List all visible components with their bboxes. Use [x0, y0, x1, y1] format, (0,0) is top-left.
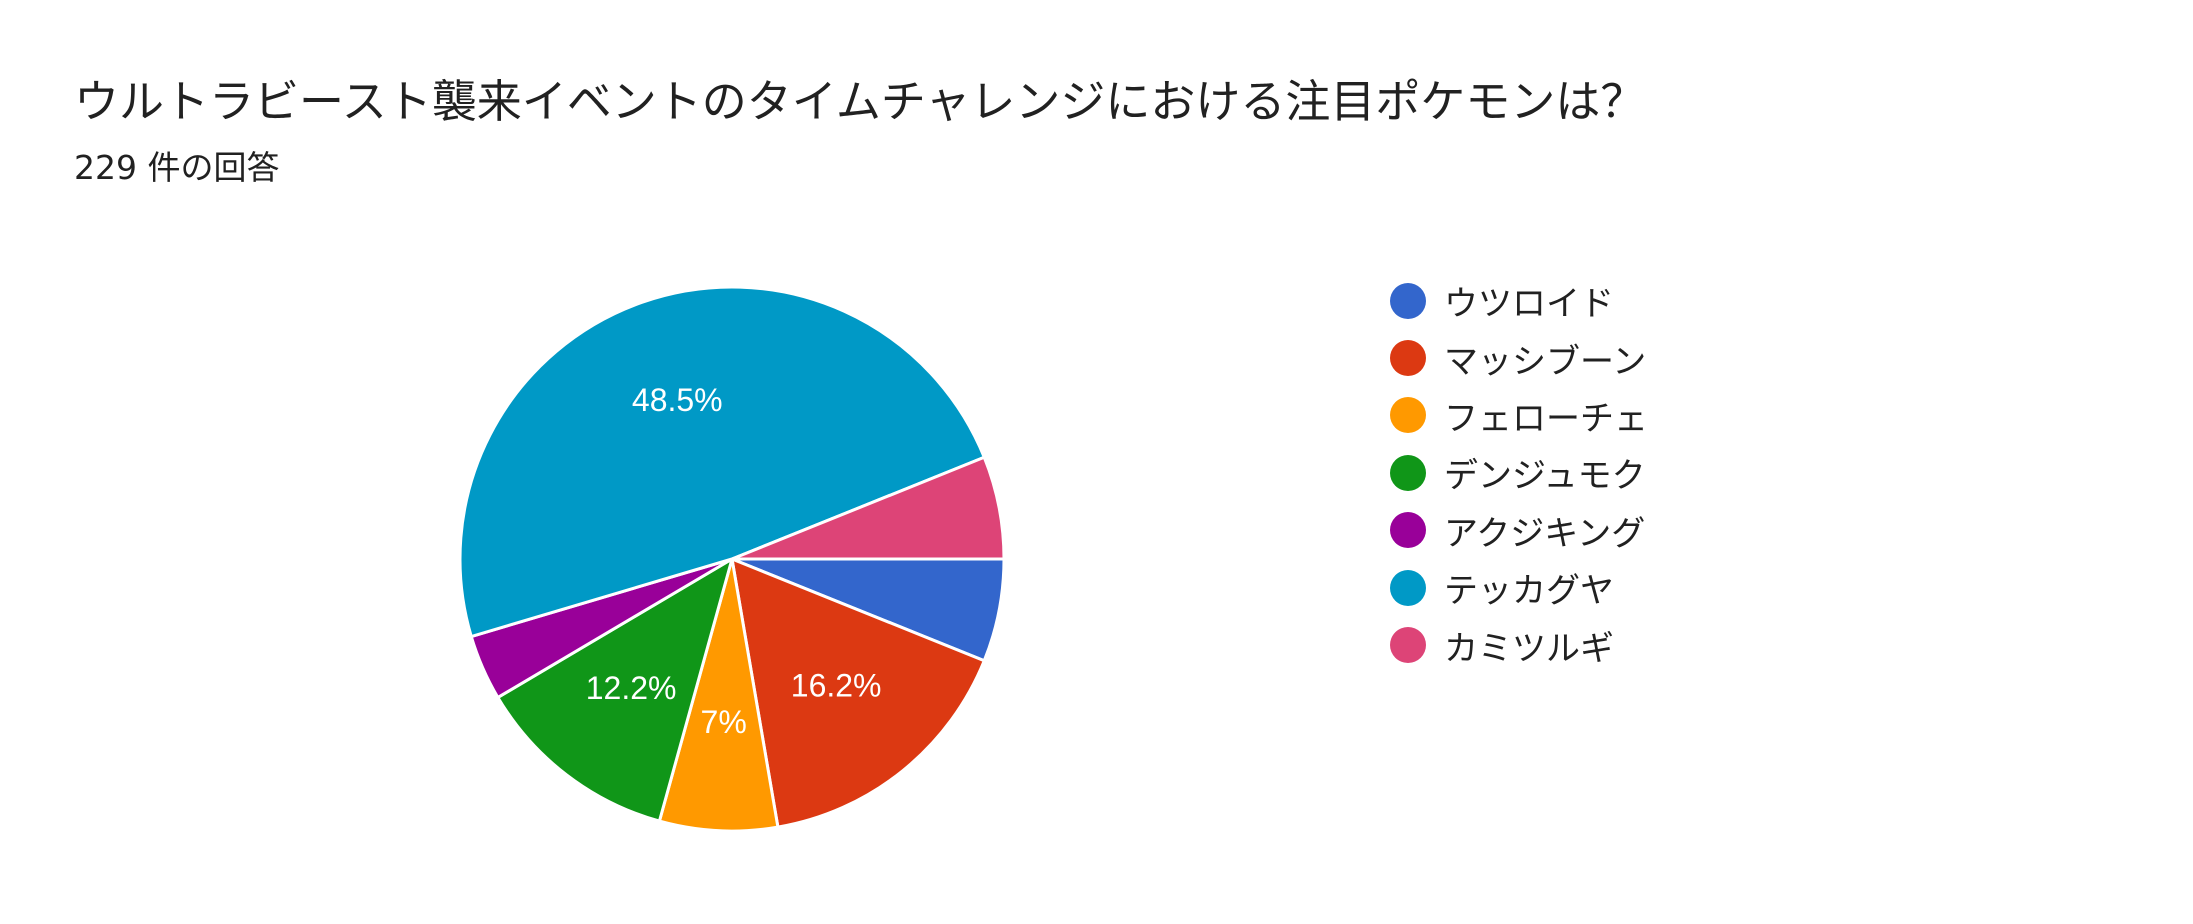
legend-item[interactable]: テッカグヤ — [1390, 559, 1648, 616]
legend-item[interactable]: カミツルギ — [1390, 616, 1648, 673]
pie-slice[interactable] — [730, 556, 987, 829]
legend-label: テッカグヤ — [1444, 571, 1614, 612]
legend-swatch-icon — [1390, 282, 1426, 319]
chart-title: ウルトラビースト襲来イベントのタイムチャレンジにおける注目ポケモンは？ — [74, 75, 1646, 128]
legend-item[interactable]: フェローチェ — [1390, 387, 1648, 444]
pie-slice-label: 12.2% — [586, 670, 677, 706]
legend-label: デンジュモク — [1444, 456, 1646, 497]
pie-slice-label: 7% — [701, 704, 747, 740]
legend-item[interactable]: アクジキング — [1390, 502, 1648, 559]
legend-label: マッシブーン — [1444, 341, 1647, 382]
legend-swatch-icon — [1390, 454, 1426, 491]
legend-label: フェローチェ — [1444, 398, 1648, 439]
pie-slice[interactable] — [495, 555, 735, 823]
response-count: 229 件の回答 — [74, 148, 280, 187]
pie-slice-labels: 16.2% 7% 12.2% 48.5% — [586, 382, 882, 740]
pie-slice-label: 48.5% — [632, 382, 723, 418]
legend-label: カミツルギ — [1444, 628, 1614, 669]
pie-slice[interactable] — [657, 558, 780, 833]
legend-swatch-icon — [1390, 340, 1426, 377]
legend-item[interactable]: ウツロイド — [1390, 272, 1648, 329]
pie-chart: 16.2% 7% 12.2% 48.5% — [458, 285, 1006, 833]
legend-swatch-icon — [1390, 569, 1426, 606]
legend-swatch-icon — [1390, 397, 1426, 434]
pie-slices — [458, 285, 1006, 833]
pie-slice[interactable] — [458, 285, 987, 639]
legend-item[interactable]: デンジュモク — [1390, 444, 1648, 501]
legend-label: ウツロイド — [1444, 284, 1614, 325]
legend-swatch-icon — [1390, 627, 1426, 664]
pie-slice-label: 16.2% — [791, 668, 882, 704]
legend-swatch-icon — [1390, 512, 1426, 549]
chart-legend: ウツロイドマッシブーン フェローチェ デンジュモク アクジキング テッカグヤカミツルギ — [1390, 272, 1648, 674]
pie-slice[interactable] — [731, 455, 1006, 561]
legend-item[interactable]: マッシブーン — [1390, 329, 1648, 386]
legend-label: アクジキング — [1444, 513, 1646, 554]
